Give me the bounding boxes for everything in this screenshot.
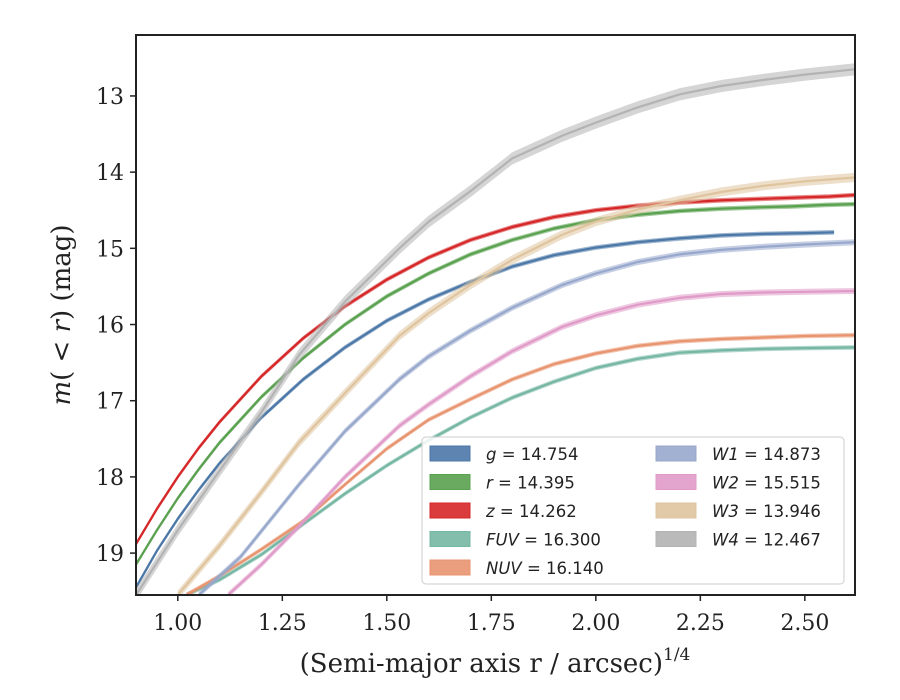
y-tick-label: 15	[96, 237, 124, 262]
x-axis-label-text: (Semi-major axis r / arcsec)	[300, 649, 663, 679]
x-tick-label: 1.75	[467, 611, 516, 636]
y-tick-label: 19	[96, 542, 124, 567]
legend-swatch-w4	[655, 531, 697, 547]
x-tick-label: 1.00	[153, 611, 202, 636]
legend-label-r: r = 14.395	[486, 474, 575, 493]
y-tick-label: 18	[96, 466, 124, 491]
x-tick-label: 2.50	[780, 611, 829, 636]
y-axis-label: m( < r) (mag)	[47, 224, 77, 405]
y-tick-label: 13	[96, 85, 124, 110]
y-axis: 13 14 15 16 17 18 19	[96, 85, 136, 567]
x-tick-label: 2.00	[571, 611, 620, 636]
x-axis: 1.00 1.25 1.50 1.75 2.00 2.25 2.50	[153, 595, 829, 636]
series-line-w3	[176, 176, 855, 595]
series-line-w2	[227, 289, 855, 595]
legend-swatch-z	[429, 502, 471, 519]
legend-label-w1: W1 = 14.873	[712, 445, 821, 464]
series-layer	[136, 63, 855, 595]
x-tick-label: 1.25	[258, 611, 307, 636]
y-tick-label: 16	[96, 314, 124, 339]
legend-swatch-fuv	[429, 531, 471, 547]
series-line-r	[136, 203, 855, 566]
legend-swatch-w2	[655, 474, 697, 490]
legend-label-nuv: NUV = 16.140	[486, 559, 604, 578]
legend: g = 14.754 r = 14.395 z = 14.262 FUV = 16.3…	[421, 436, 845, 585]
x-tick-label: 2.25	[676, 611, 725, 636]
legend-label-w2: W2 = 15.515	[712, 474, 821, 493]
x-tick-label: 1.50	[362, 611, 411, 636]
series-line-nuv	[185, 334, 855, 595]
x-axis-label-superscript: 1/4	[663, 645, 690, 665]
legend-swatch-w1	[655, 445, 697, 462]
legend-swatch-r	[429, 474, 471, 490]
legend-label-fuv: FUV = 16.300	[486, 531, 601, 550]
series-line-g	[136, 231, 835, 588]
plot-frame	[135, 34, 856, 596]
legend-swatch-nuv	[429, 559, 471, 576]
y-tick-label: 14	[96, 161, 124, 186]
legend-label-z: z = 14.262	[485, 502, 577, 521]
series-line-w1	[197, 241, 855, 595]
series-line-w4	[136, 68, 855, 595]
legend-swatch-w3	[655, 502, 697, 519]
x-axis-label: (Semi-major axis r / arcsec)1/4	[300, 645, 691, 679]
legend-label-w3: W3 = 13.946	[712, 502, 821, 521]
y-tick-label: 17	[96, 390, 124, 415]
legend-label-w4: W4 = 12.467	[712, 531, 821, 550]
legend-label-g: g = 14.754	[486, 445, 579, 464]
legend-swatch-g	[429, 445, 471, 462]
series-line-z	[136, 193, 855, 545]
legend-frame	[421, 436, 845, 585]
series-band-w4	[136, 63, 855, 595]
